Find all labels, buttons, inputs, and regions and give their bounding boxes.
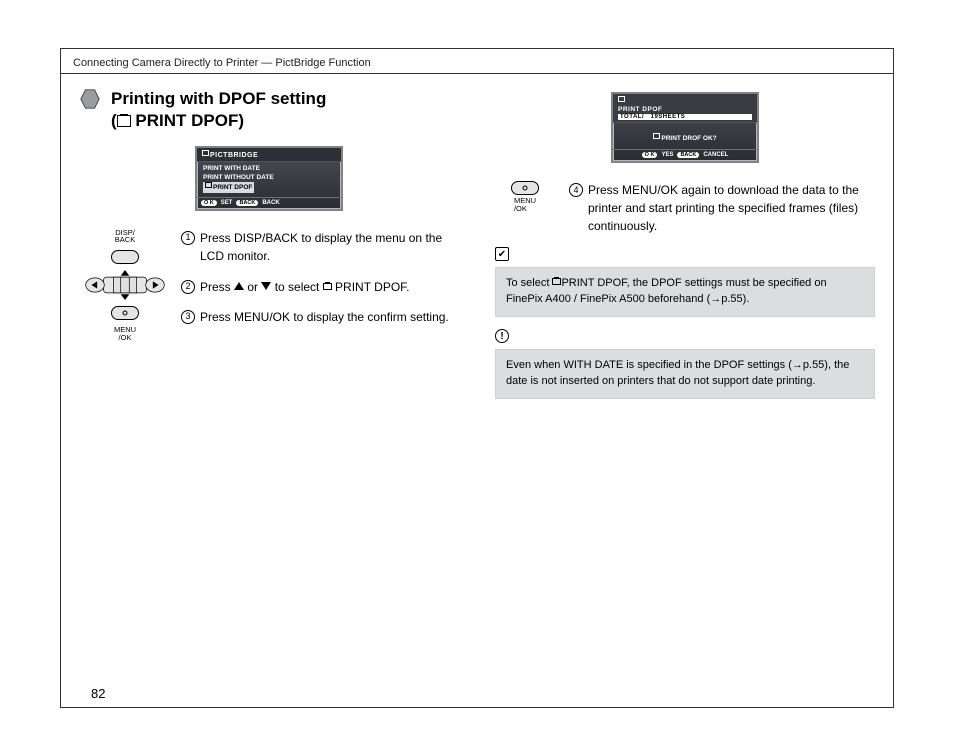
note-box-1: To select PRINT DPOF, the DPOF settings … (495, 267, 875, 317)
menu-ok-label: MENU /OK (514, 197, 536, 213)
section-title-row: Printing with DPOF setting ( PRINT DPOF) (79, 88, 459, 132)
menu-ok-button-icon (111, 306, 139, 320)
title-line-1: Printing with DPOF setting (111, 88, 326, 110)
lcd-screenshot-print-dpof: PRINT DPOF TOTAL/ 19SHEETS PRINT DROF OK… (611, 92, 759, 163)
page-header: Connecting Camera Directly to Printer — … (61, 49, 893, 74)
steps-text: 1 Press DISP/BACK to display the menu on… (181, 229, 459, 343)
print-icon (117, 115, 131, 127)
step-1: 1 Press DISP/BACK to display the menu on… (181, 229, 459, 266)
steps-block: DISP/ BACK (79, 229, 459, 343)
menu-ok-label: MENU /OK (114, 326, 136, 342)
menu-ok-button-icon (511, 181, 539, 195)
up-arrow-icon (234, 282, 244, 290)
circled-number-icon: 4 (569, 183, 583, 197)
manual-page: Connecting Camera Directly to Printer — … (60, 48, 894, 708)
print-icon (653, 133, 660, 139)
step-3: 3 Press MENU/OK to display the confirm s… (181, 308, 459, 327)
step-4-row: MENU /OK 4 Press MENU/OK again to downlo… (495, 181, 875, 235)
title-line-2: ( PRINT DPOF) (111, 110, 326, 132)
circled-number-icon: 1 (181, 231, 195, 245)
print-icon (205, 182, 212, 188)
caution-icon: ! (495, 329, 509, 343)
pictbridge-icon (618, 96, 625, 102)
two-column-layout: Printing with DPOF setting ( PRINT DPOF)… (61, 74, 893, 702)
page-number: 82 (91, 686, 105, 701)
print-icon (552, 278, 561, 285)
control-icons-column: DISP/ BACK (79, 229, 171, 343)
left-column: Printing with DPOF setting ( PRINT DPOF)… (61, 74, 477, 702)
checkmark-icon: ✔ (495, 247, 509, 261)
section-title: Printing with DPOF setting ( PRINT DPOF) (111, 88, 326, 132)
circled-number-icon: 3 (181, 310, 195, 324)
note-box-2: Even when WITH DATE is specified in the … (495, 349, 875, 399)
hexagon-bullet-icon (79, 88, 101, 110)
caution-note-header: ! (495, 329, 875, 343)
print-icon (323, 283, 332, 290)
disp-back-button-icon (111, 250, 139, 264)
checkmark-note-header: ✔ (495, 247, 875, 261)
lcd-screenshot-pictbridge: PICTBRIDGE PRINT WITH DATE PRINT WITHOUT… (195, 146, 343, 210)
pictbridge-icon (202, 150, 209, 156)
circled-number-icon: 2 (181, 280, 195, 294)
step-2: 2 Press or to select PRINT DPOF. (181, 278, 459, 297)
step-4: 4 Press MENU/OK again to download the da… (569, 181, 875, 235)
disp-back-label: DISP/ BACK (115, 229, 135, 245)
four-way-control-icon (80, 270, 170, 300)
down-arrow-icon (261, 282, 271, 290)
right-column: PRINT DPOF TOTAL/ 19SHEETS PRINT DROF OK… (477, 74, 893, 702)
